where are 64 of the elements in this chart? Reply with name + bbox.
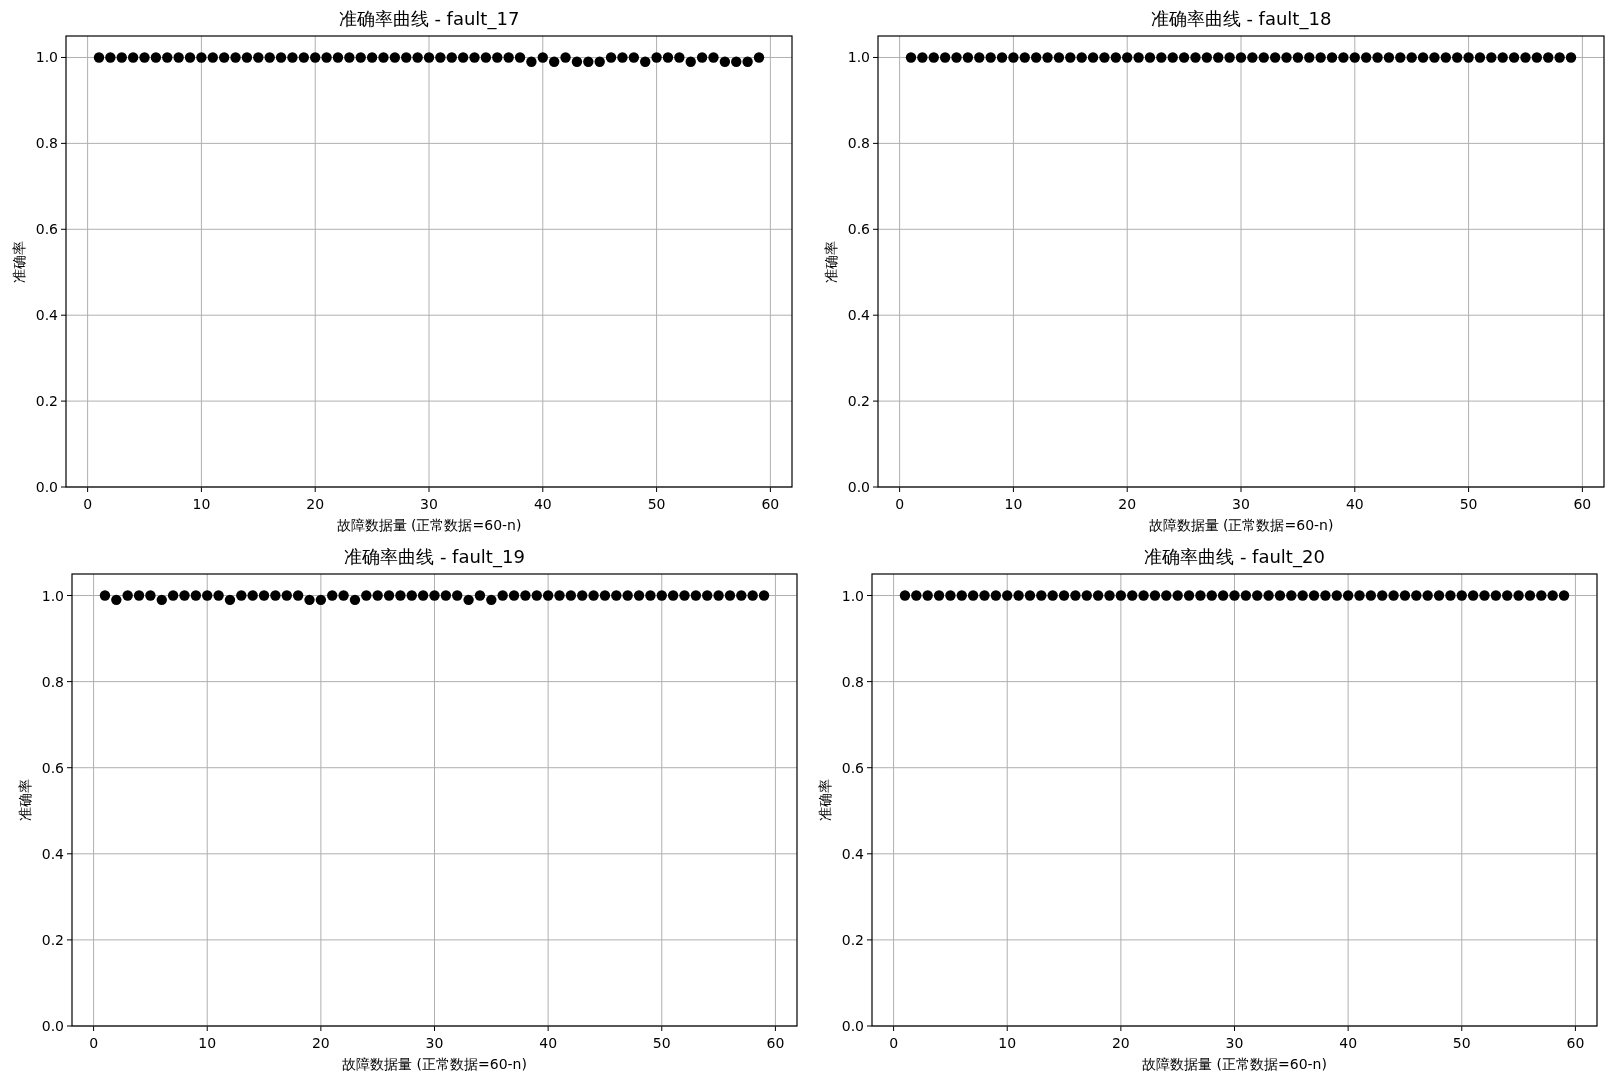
x-tick-label: 20 (311, 1035, 330, 1051)
y-tick-label: 0.0 (35, 479, 58, 495)
chart-title: 准确率曲线 - fault_17 (338, 8, 520, 30)
chart-title: 准确率曲线 - fault_19 (344, 546, 525, 568)
x-tick-label: 40 (1339, 1035, 1358, 1051)
x-tick-label: 0 (89, 1035, 99, 1051)
y-axis-title: 准确率 (17, 779, 33, 821)
y-tick-label: 0.2 (35, 393, 58, 410)
y-tick-label: 0.0 (841, 1018, 864, 1034)
x-tick-label: 0 (83, 496, 93, 512)
x-tick-label: 50 (1452, 1035, 1471, 1051)
x-tick-label: 10 (1004, 496, 1023, 512)
y-tick-label: 1.0 (35, 49, 58, 66)
y-tick-label: 0.2 (841, 931, 864, 948)
y-tick-label: 0.4 (41, 845, 65, 862)
y-tick-label: 0.2 (847, 393, 870, 410)
x-tick-label: 20 (1118, 496, 1137, 512)
x-tick-label: 30 (1225, 1035, 1244, 1051)
x-tick-label: 60 (766, 1035, 785, 1051)
x-tick-label: 20 (1111, 1035, 1130, 1051)
x-tick-label: 40 (533, 496, 552, 512)
y-axis-title: 准确率 (817, 779, 833, 821)
x-tick-label: 60 (761, 496, 780, 512)
x-tick-label: 40 (1345, 496, 1364, 512)
y-tick-label: 0.4 (847, 307, 871, 324)
y-tick-label: 0.6 (841, 759, 865, 776)
y-tick-label: 0.2 (41, 931, 64, 948)
x-axis-title: 故障数据量 (正常数据=60-n) (336, 517, 522, 533)
x-tick-label: 0 (889, 1035, 899, 1051)
y-tick-label: 1.0 (41, 587, 64, 604)
y-tick-label: 0.6 (847, 221, 871, 238)
y-tick-label: 0.8 (35, 135, 58, 152)
x-tick-label: 30 (420, 496, 438, 512)
y-axis-title: 准确率 (823, 240, 839, 283)
y-tick-label: 0.0 (41, 1018, 64, 1034)
y-tick-label: 0.6 (41, 759, 65, 776)
y-axis-title: 准确率 (11, 240, 27, 283)
y-tick-label: 0.4 (841, 845, 865, 862)
x-tick-label: 0 (895, 496, 905, 512)
x-tick-label: 60 (1573, 496, 1592, 512)
x-axis-title: 故障数据量 (正常数据=60-n) (342, 1056, 527, 1072)
chart-title: 准确率曲线 - fault_20 (1144, 546, 1325, 568)
y-tick-label: 1.0 (841, 587, 864, 604)
x-tick-label: 10 (198, 1035, 217, 1051)
x-tick-label: 50 (1459, 496, 1478, 512)
x-tick-label: 30 (425, 1035, 444, 1051)
y-tick-label: 0.6 (35, 221, 59, 238)
x-axis-title: 故障数据量 (正常数据=60-n) (1142, 1056, 1327, 1072)
y-tick-label: 0.4 (35, 307, 59, 324)
x-tick-label: 50 (647, 496, 666, 512)
x-axis-title: 故障数据量 (正常数据=60-n) (1148, 517, 1334, 533)
chart-title: 准确率曲线 - fault_18 (1150, 8, 1332, 30)
x-tick-label: 40 (539, 1035, 558, 1051)
y-tick-label: 0.8 (41, 673, 64, 690)
y-tick-label: 1.0 (847, 49, 870, 66)
x-tick-label: 30 (1232, 496, 1250, 512)
y-tick-label: 0.8 (841, 673, 864, 690)
x-tick-label: 50 (652, 1035, 671, 1051)
x-tick-label: 10 (998, 1035, 1017, 1051)
x-tick-label: 20 (306, 496, 325, 512)
x-tick-label: 60 (1566, 1035, 1585, 1051)
y-tick-label: 0.0 (847, 479, 870, 495)
x-tick-label: 10 (192, 496, 211, 512)
y-tick-label: 0.8 (847, 135, 870, 152)
